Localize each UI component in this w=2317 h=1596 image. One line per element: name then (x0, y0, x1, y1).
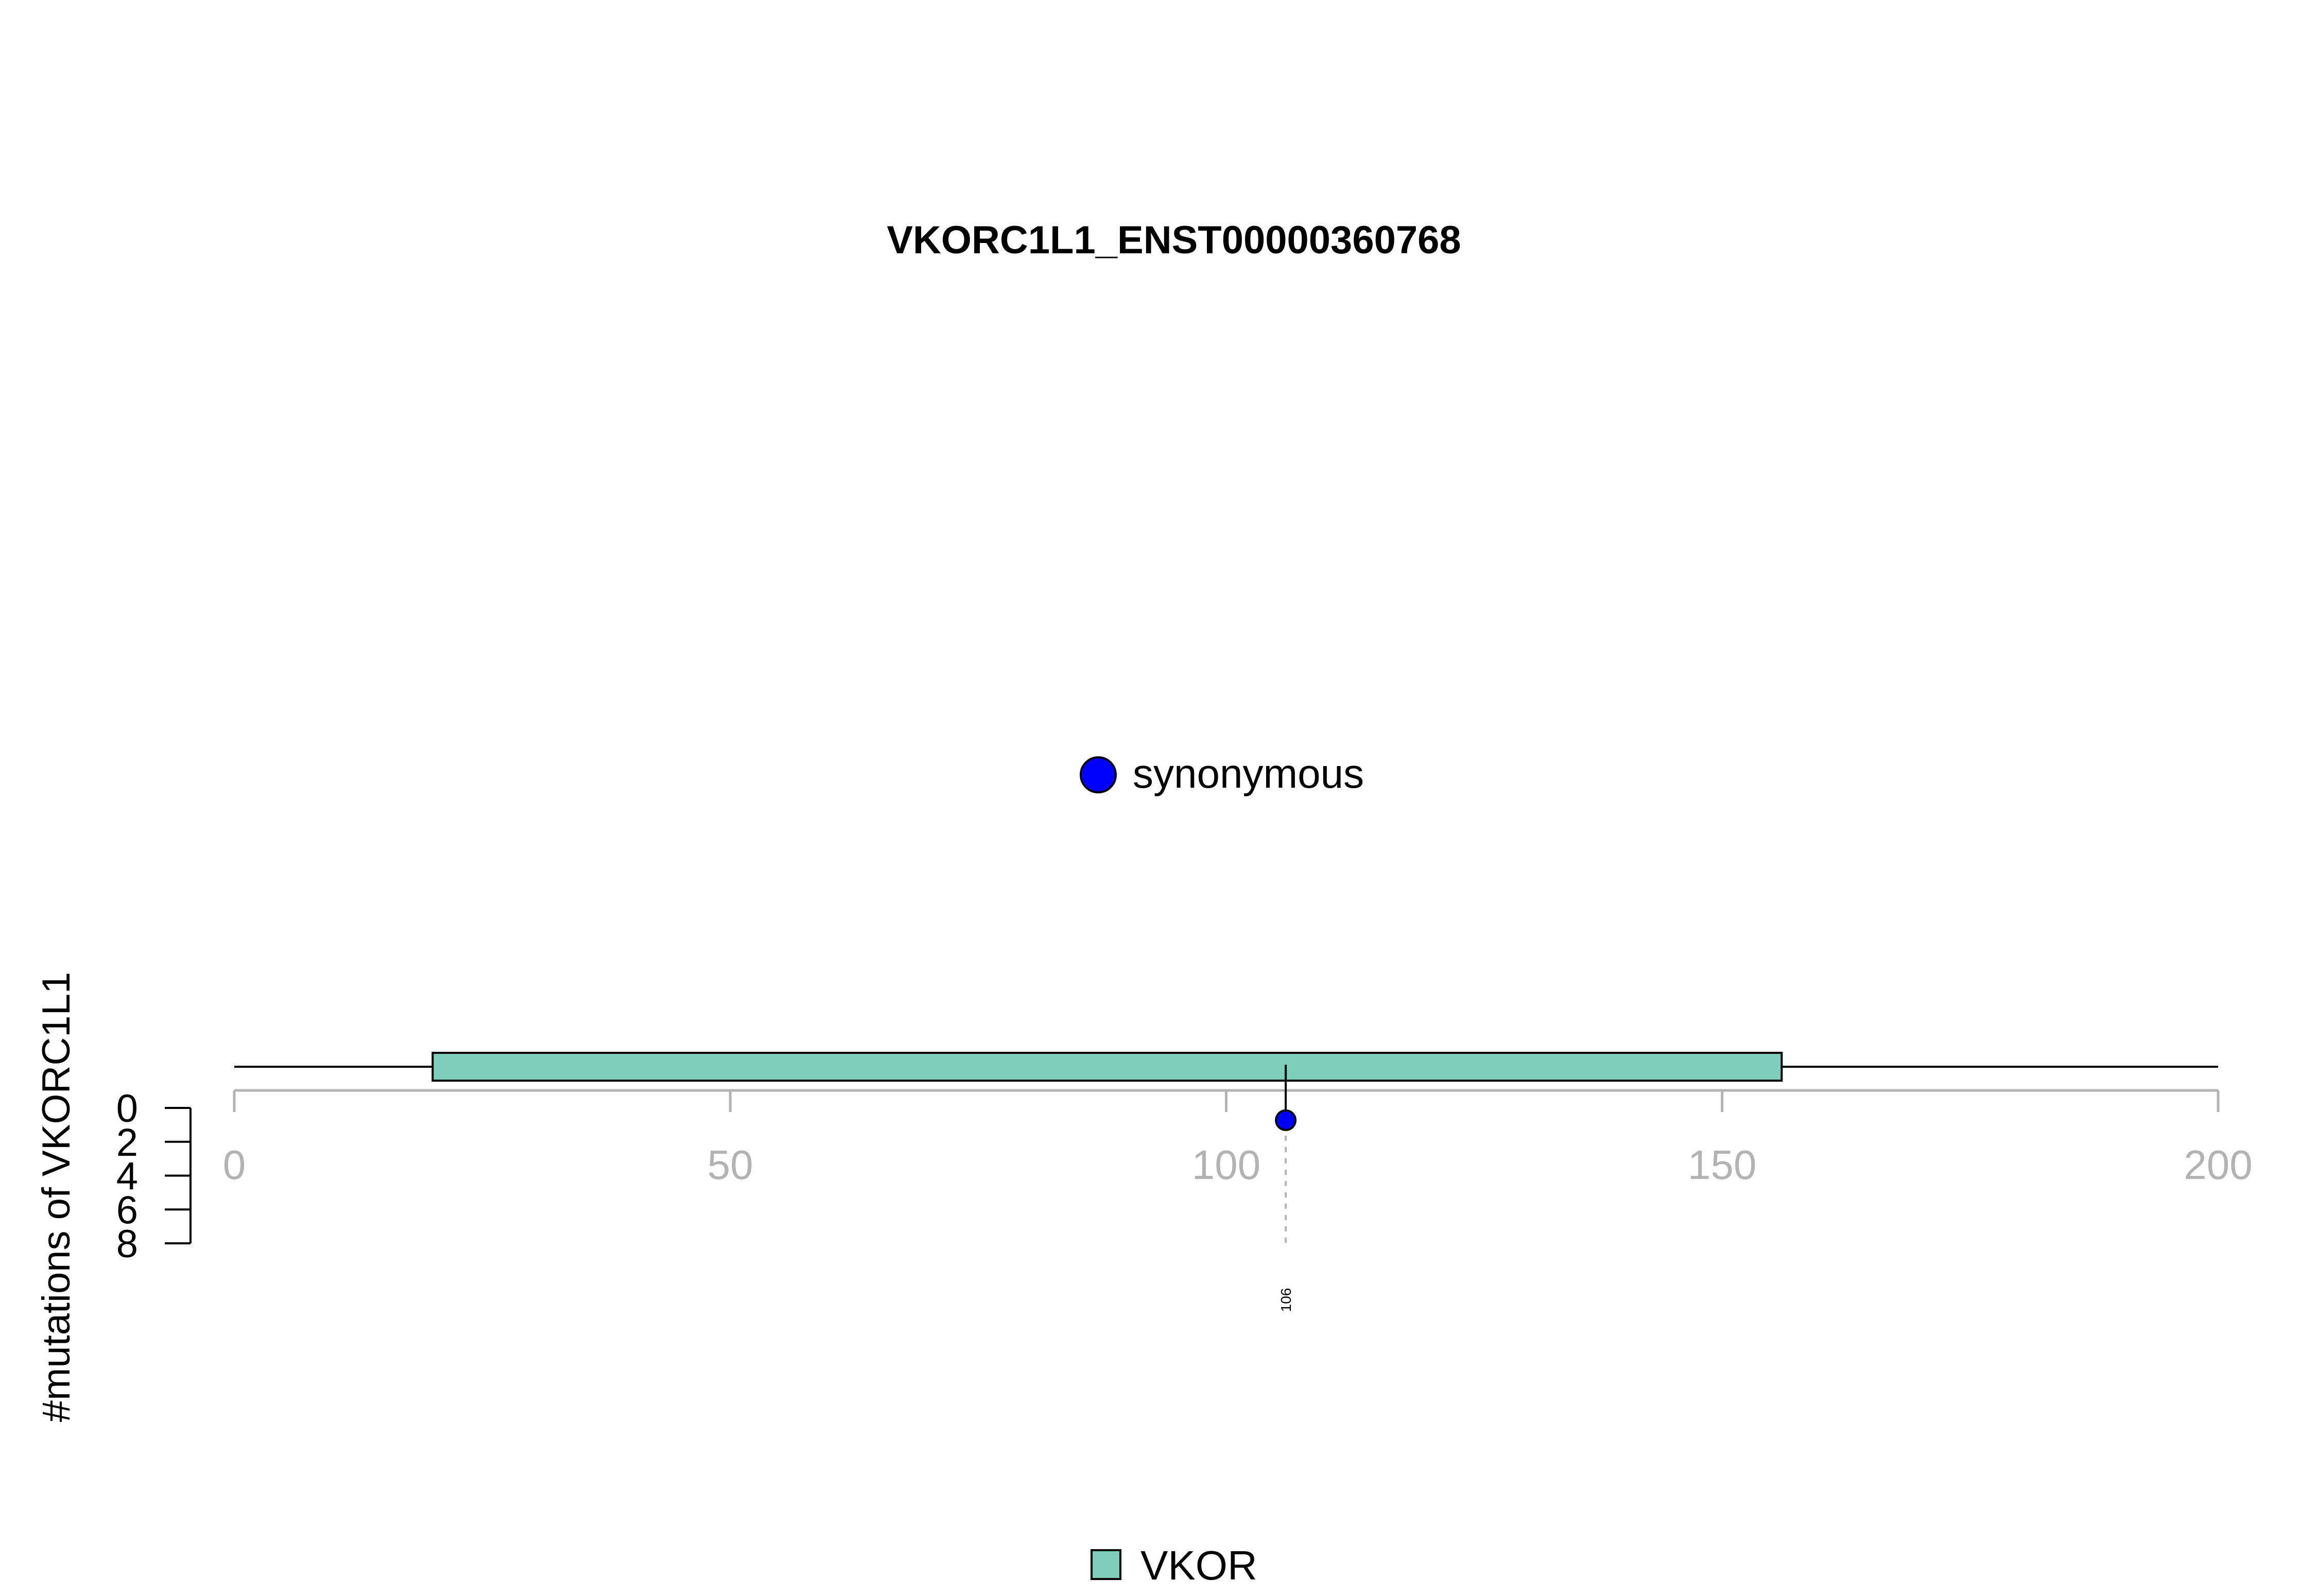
x-tick-label: 200 (2184, 1142, 2252, 1188)
domain-legend: VKOR (1091, 1542, 1257, 1588)
y-tick-label: 8 (116, 1222, 138, 1266)
x-ticks: 0 50 100 150 200 (223, 1090, 2253, 1188)
x-tick-label: 50 (707, 1142, 753, 1188)
chart-title: VKORC1L1_ENST00000360768 (887, 218, 1461, 262)
x-tick-label: 0 (223, 1142, 246, 1188)
domain-legend-label: VKOR (1140, 1542, 1257, 1588)
mutation-point (1275, 1109, 1297, 1131)
domain-legend-swatch (1091, 1549, 1121, 1580)
mutation-position-label: 106 (1278, 1288, 1294, 1312)
x-axis: 0 50 100 150 200 (223, 1089, 2253, 1188)
y-tick-label: 4 (116, 1155, 138, 1199)
y-tick-label: 0 (116, 1087, 138, 1131)
domain-vkor (431, 1052, 1783, 1082)
mutation-legend-swatch (1080, 756, 1117, 793)
y-axis-label: #mutations of VKORC1L1 (34, 972, 78, 1422)
domains (431, 1052, 1783, 1082)
mutation-legend: synonymous (1080, 751, 1364, 796)
x-tick-label: 100 (1192, 1142, 1260, 1188)
y-tick-label: 2 (116, 1121, 138, 1165)
x-tick-label: 150 (1688, 1142, 1756, 1188)
y-tick-label: 6 (116, 1188, 138, 1232)
mutations: 106 (1275, 1065, 1297, 1312)
mutation-legend-label: synonymous (1133, 751, 1364, 796)
